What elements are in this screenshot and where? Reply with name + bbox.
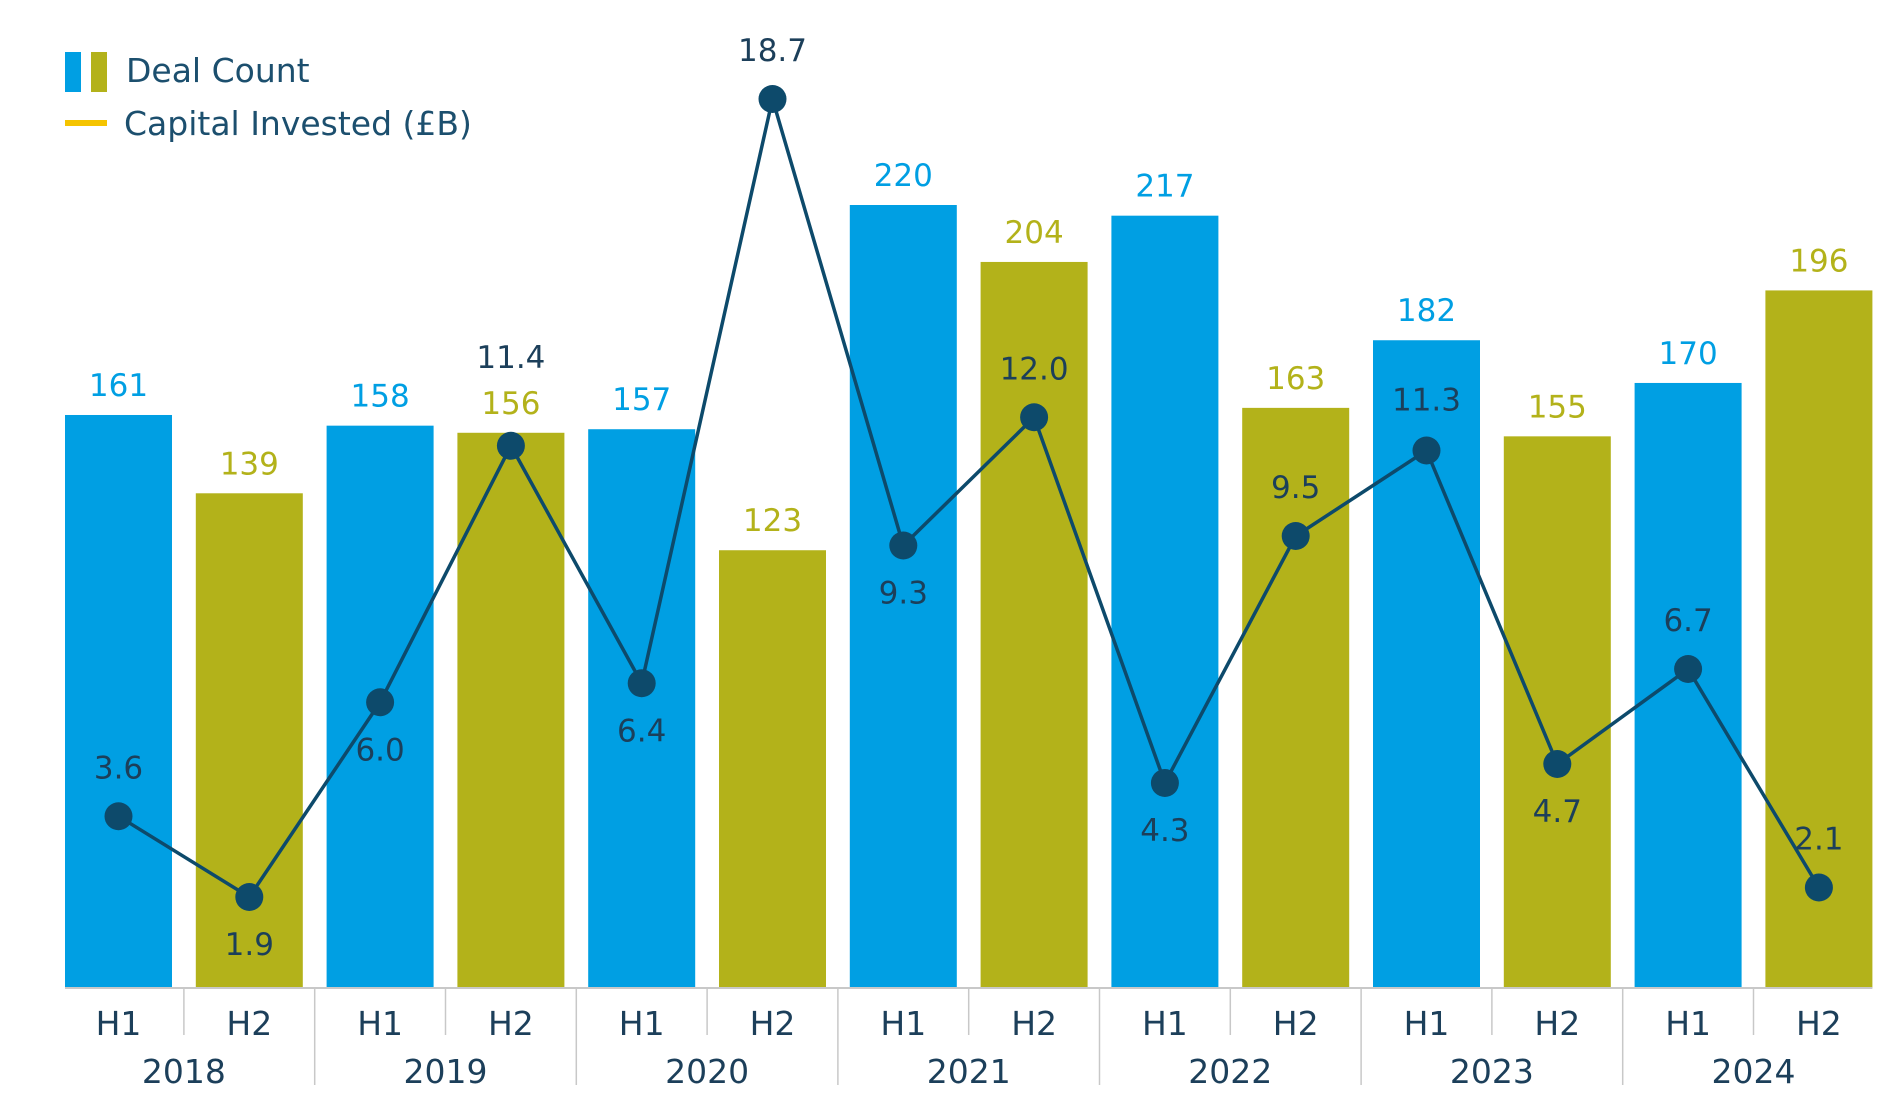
capital-point xyxy=(758,85,787,113)
x-tick-label: H1 xyxy=(96,1004,142,1043)
legend-label-capital-invested: Capital Invested (£B) xyxy=(124,104,472,143)
capital-value-label: 18.7 xyxy=(738,33,807,69)
capital-point xyxy=(889,531,918,560)
x-tick-label: H1 xyxy=(619,1004,665,1043)
x-year-label: 2018 xyxy=(142,1052,226,1091)
x-tick-label: H1 xyxy=(880,1004,926,1043)
bar-2019-h2 xyxy=(457,432,565,988)
bar-value-label: 220 xyxy=(874,158,933,194)
capital-value-label: 9.3 xyxy=(879,576,928,612)
x-year-label: 2020 xyxy=(665,1052,749,1091)
legend-swatch-deal-count-olive xyxy=(91,52,107,92)
capital-value-label: 6.0 xyxy=(355,732,404,768)
bar-value-label: 123 xyxy=(743,503,802,539)
capital-value-label: 4.3 xyxy=(1140,813,1189,849)
capital-value-label: 2.1 xyxy=(1794,822,1843,858)
x-year-label: 2022 xyxy=(1188,1052,1272,1091)
bar-2022-h2 xyxy=(1242,407,1350,989)
capital-value-label: 6.4 xyxy=(617,713,666,749)
bar-2018-h2 xyxy=(195,493,303,988)
bar-value-label: 155 xyxy=(1528,389,1587,425)
capital-value-label: 12.0 xyxy=(1000,351,1069,387)
capital-value-label: 9.5 xyxy=(1271,470,1320,506)
capital-point xyxy=(104,802,133,831)
x-tick-label: H1 xyxy=(1665,1004,1711,1043)
x-tick-label: H2 xyxy=(1011,1004,1057,1043)
bar-value-label: 157 xyxy=(612,382,671,418)
capital-value-label: 11.3 xyxy=(1392,383,1461,419)
x-tick-label: H2 xyxy=(750,1004,796,1043)
bar-value-label: 170 xyxy=(1659,336,1718,372)
capital-value-label: 3.6 xyxy=(94,750,143,786)
bar-2022-h1 xyxy=(1111,215,1219,989)
capital-point xyxy=(1020,403,1049,432)
capital-invested-line xyxy=(117,97,1821,899)
x-tick-label: H1 xyxy=(357,1004,403,1043)
x-tick-label: H2 xyxy=(226,1004,272,1043)
legend-label-deal-count: Deal Count xyxy=(126,51,310,90)
x-year-label: 2024 xyxy=(1712,1052,1796,1091)
bar-value-label: 204 xyxy=(1005,215,1064,251)
bar-value-label: 156 xyxy=(481,386,540,422)
bar-2024-h2 xyxy=(1765,290,1873,988)
bar-value-label: 163 xyxy=(1266,361,1325,397)
bar-value-label: 161 xyxy=(89,368,148,404)
capital-point xyxy=(1150,769,1179,797)
capital-point xyxy=(627,669,656,698)
bars xyxy=(65,205,1873,989)
bar-value-label: 158 xyxy=(351,379,410,415)
capital-value-label: 6.7 xyxy=(1663,603,1712,639)
x-year-label: 2021 xyxy=(927,1052,1011,1091)
capital-point xyxy=(366,688,395,717)
capital-value-label: 4.7 xyxy=(1533,794,1582,830)
legend: Deal Count Capital Invested (£B) xyxy=(65,51,472,143)
bar-value-label: 139 xyxy=(220,446,279,482)
capital-line xyxy=(104,85,1833,911)
x-year-label: 2023 xyxy=(1450,1052,1534,1091)
bar-labels: 161 139 158 156 157 123 220 204 217 163 182 155 170 1… xyxy=(89,158,1849,539)
capital-point xyxy=(1674,655,1703,683)
x-year-label: 2019 xyxy=(404,1052,488,1091)
bar-value-label: 182 xyxy=(1397,293,1456,329)
bar-2021-h2 xyxy=(980,261,1088,989)
capital-point xyxy=(1281,522,1310,550)
bar-value-label: 196 xyxy=(1789,243,1848,279)
legend-swatch-deal-count-blue xyxy=(65,52,81,92)
legend-swatch-capital-invested xyxy=(65,120,107,126)
bar-2023-h2 xyxy=(1503,436,1611,988)
bar-2021-h1 xyxy=(849,205,957,988)
bar-2018-h1 xyxy=(65,414,172,989)
capital-line-labels: 3.6 1.9 6.0 11.4 6.4 18.7 9.3 12.0 4.3 9.5 11.3 4.7… xyxy=(94,33,1844,963)
capital-value-label: 11.4 xyxy=(476,340,545,376)
x-tick-label: H1 xyxy=(1142,1004,1188,1043)
bar-2020-h2 xyxy=(719,550,826,988)
capital-point xyxy=(1804,873,1833,902)
capital-point xyxy=(235,883,264,911)
x-tick-label: H2 xyxy=(1534,1004,1580,1043)
x-tick-label: H1 xyxy=(1404,1004,1450,1043)
bar-2024-h1 xyxy=(1634,382,1742,988)
bar-value-label: 217 xyxy=(1135,169,1194,205)
x-tick-label: H2 xyxy=(488,1004,534,1043)
x-tick-label: H2 xyxy=(1273,1004,1319,1043)
capital-point xyxy=(1543,750,1572,778)
capital-value-label: 1.9 xyxy=(225,927,274,963)
capital-point xyxy=(1412,436,1441,465)
x-tick-label: H2 xyxy=(1796,1004,1842,1043)
capital-point xyxy=(496,431,525,460)
